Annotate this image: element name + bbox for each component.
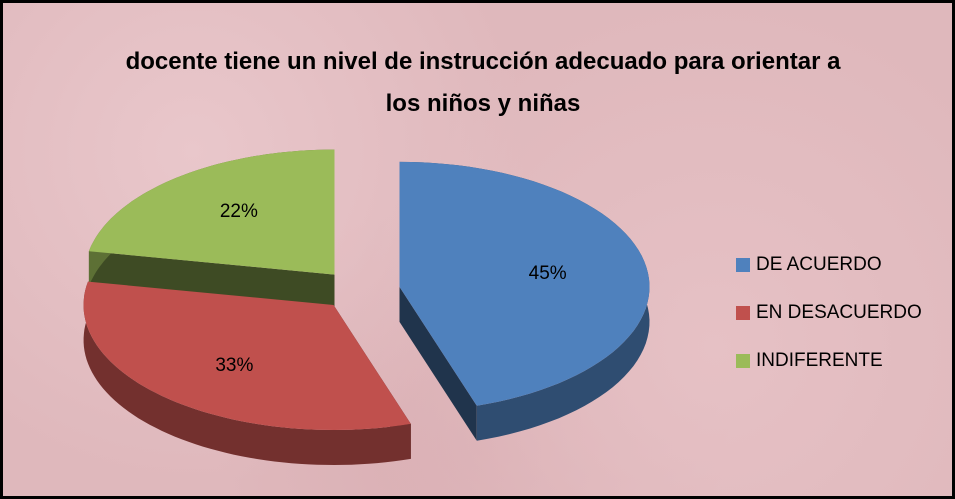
slice (88, 149, 335, 275)
slice-side (399, 286, 477, 441)
legend-label: EN DESACUERDO (756, 302, 922, 323)
legend-label: DE ACUERDO (756, 254, 882, 275)
slice-wall (83, 281, 411, 465)
data-label: 22% (220, 201, 258, 222)
chart-title: docente tiene un nivel de instrucción ad… (125, 48, 841, 117)
legend-swatch (736, 306, 750, 320)
legend-swatch (736, 354, 750, 368)
data-label: 45% (529, 263, 567, 284)
slice (399, 161, 650, 406)
legend-swatch (736, 258, 750, 272)
slice (83, 281, 411, 430)
data-label: 33% (215, 355, 253, 376)
chart: 45% 33% 22% DE ACUERDO EN DESACUERDO INDIFERE… (83, 149, 922, 465)
slice-side (88, 251, 335, 310)
legend-label: INDIFERENTE (756, 350, 883, 371)
